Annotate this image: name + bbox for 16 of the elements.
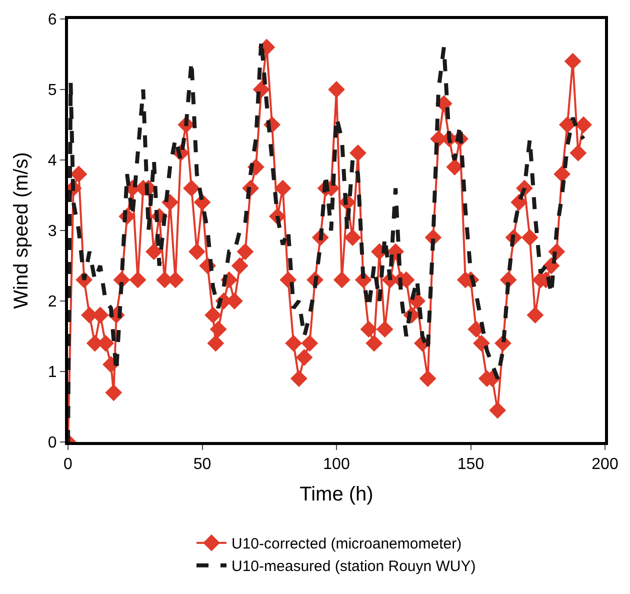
x-tick-label: 0 (64, 456, 73, 474)
legend-label: U10-corrected (microanemometer) (232, 536, 462, 553)
y-tick-label: 4 (48, 152, 57, 170)
y-tick-label: 2 (48, 294, 57, 311)
x-tick-label: 50 (193, 456, 212, 474)
y-tick-label: 3 (48, 223, 57, 240)
x-axis-title: Time (h) (300, 484, 374, 506)
y-tick-label: 5 (48, 82, 57, 100)
x-tick-label: 100 (323, 456, 350, 474)
y-tick-label: 1 (48, 364, 57, 382)
y-tick-label: 6 (48, 12, 57, 29)
y-axis-title: Wind speed (m/s) (10, 152, 32, 309)
x-tick-label: 200 (592, 456, 618, 474)
y-tick-label: 0 (48, 434, 57, 452)
legend-label: U10-measured (station Rouyn WUY) (232, 558, 476, 576)
x-tick-label: 150 (457, 456, 484, 474)
